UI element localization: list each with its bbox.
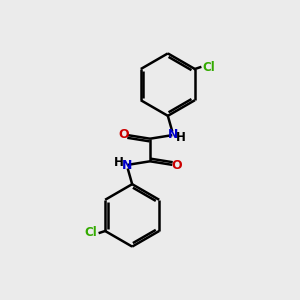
Text: O: O [118,128,129,141]
Text: H: H [114,156,124,169]
Text: N: N [167,128,178,141]
Text: N: N [122,159,133,172]
Text: Cl: Cl [85,226,98,239]
Text: Cl: Cl [202,61,215,74]
Text: O: O [171,159,182,172]
Text: H: H [176,131,186,144]
